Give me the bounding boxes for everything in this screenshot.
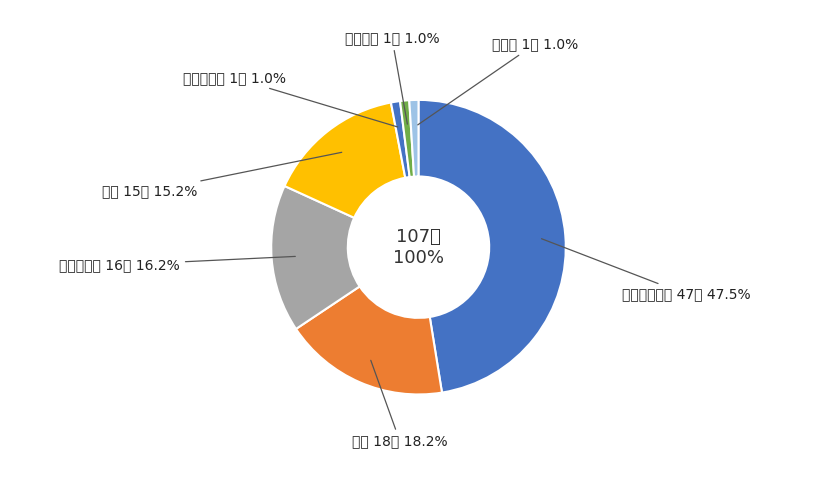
Wedge shape <box>418 100 565 393</box>
Text: 創傷 15人 15.2%: 創傷 15人 15.2% <box>102 152 341 198</box>
Text: 切断・摘出 1人 1.0%: 切断・摘出 1人 1.0% <box>183 71 397 127</box>
Wedge shape <box>400 100 414 177</box>
Wedge shape <box>284 102 405 218</box>
Text: 骨折 18人 18.2%: 骨折 18人 18.2% <box>352 360 447 449</box>
Wedge shape <box>271 186 359 329</box>
Text: 打撲傷・挫傷 47人 47.5%: 打撲傷・挫傷 47人 47.5% <box>541 239 750 301</box>
Text: 心臓疾患 1人 1.0%: 心臓疾患 1人 1.0% <box>344 31 439 124</box>
Wedge shape <box>390 101 409 178</box>
Text: 脱臼・捻挫 16人 16.2%: 脱臼・捻挫 16人 16.2% <box>59 257 295 272</box>
Wedge shape <box>409 100 418 177</box>
Wedge shape <box>296 286 441 394</box>
Text: 107人
100%: 107人 100% <box>393 228 443 266</box>
Text: 腰痛症 1人 1.0%: 腰痛症 1人 1.0% <box>417 37 578 125</box>
